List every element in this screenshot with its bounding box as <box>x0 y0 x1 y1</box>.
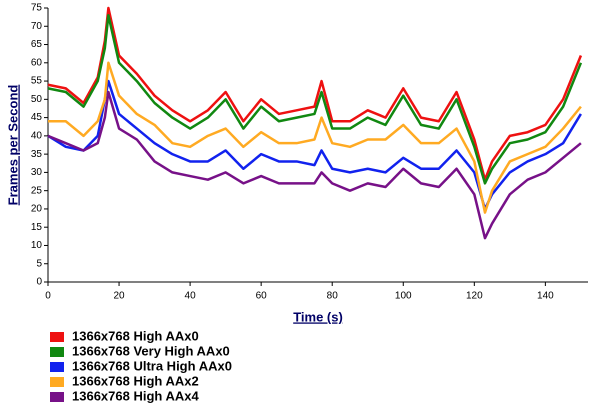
legend-swatch <box>50 392 64 402</box>
x-tick-label: 60 <box>256 291 268 302</box>
x-tick-label: 40 <box>185 291 197 302</box>
y-tick-label: 35 <box>31 149 43 160</box>
y-tick-label: 20 <box>31 204 43 215</box>
x-axis-title: Time (s) <box>293 309 343 324</box>
legend-label: 1366x768 High AAx0 <box>72 328 199 343</box>
legend-swatch <box>50 347 64 357</box>
legend-label: 1366x768 High AAx2 <box>72 373 199 388</box>
y-tick-label: 30 <box>31 167 43 178</box>
legend-label: 1366x768 High AAx4 <box>72 388 199 403</box>
y-tick-label: 60 <box>31 57 43 68</box>
x-tick-label: 80 <box>327 291 339 302</box>
x-tick-label: 0 <box>45 291 51 302</box>
series-line <box>48 61 582 214</box>
y-tick-label: 10 <box>31 240 43 251</box>
y-tick-label: 45 <box>31 112 43 123</box>
series-line <box>47 14 583 185</box>
y-tick-label: 65 <box>31 39 43 50</box>
y-tick-label: 5 <box>36 258 42 269</box>
y-tick-label: 0 <box>36 277 42 288</box>
y-tick-label: 50 <box>31 94 43 105</box>
legend-swatch <box>50 362 64 372</box>
y-axis-title: Frames per Second <box>5 85 20 206</box>
series-line <box>47 79 582 211</box>
legend-swatch <box>50 377 64 387</box>
legend-swatch <box>50 332 64 342</box>
series-line <box>47 6 583 181</box>
legend-label: 1366x768 Ultra High AAx0 <box>72 358 232 373</box>
y-tick-label: 75 <box>31 3 43 14</box>
y-tick-label: 15 <box>31 222 43 233</box>
y-tick-label: 40 <box>31 131 43 142</box>
x-tick-label: 120 <box>466 291 483 302</box>
x-tick-label: 20 <box>113 291 125 302</box>
y-tick-label: 25 <box>31 185 43 196</box>
y-tick-label: 70 <box>31 21 43 32</box>
x-tick-label: 140 <box>537 291 554 302</box>
legend-label: 1366x768 Very High AAx0 <box>72 343 230 358</box>
y-tick-label: 55 <box>31 76 43 87</box>
x-tick-label: 100 <box>395 291 412 302</box>
series-line <box>47 90 582 240</box>
